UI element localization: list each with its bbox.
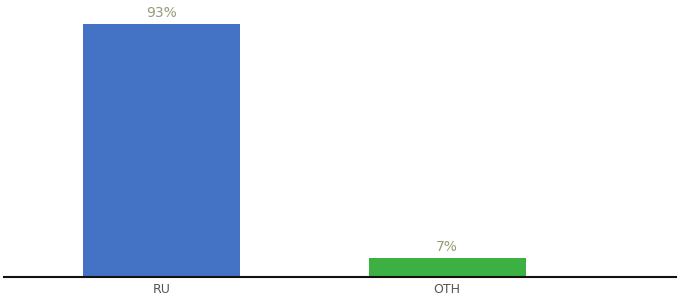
Bar [369, 258, 526, 277]
Text: 7%: 7% [437, 240, 458, 254]
Text: 93%: 93% [146, 6, 177, 20]
Bar [83, 25, 240, 277]
